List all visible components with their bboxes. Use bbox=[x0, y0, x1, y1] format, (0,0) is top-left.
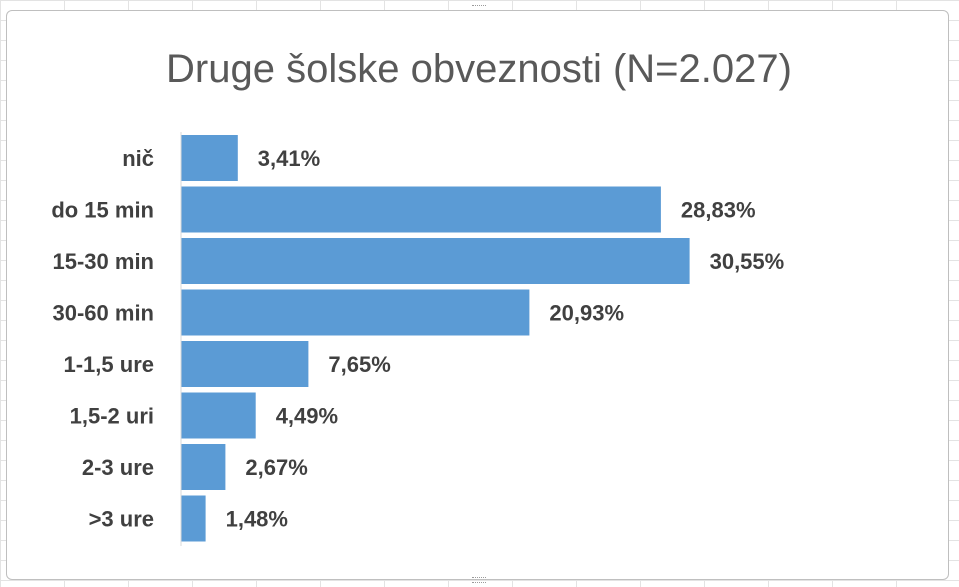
data-label-4: 20,93% bbox=[549, 301, 624, 326]
bar-5[interactable] bbox=[181, 341, 309, 387]
category-label-2: do 15 min bbox=[51, 198, 154, 223]
data-label-3: 30,55% bbox=[710, 249, 785, 274]
category-label-7: 2-3 ure bbox=[82, 455, 154, 480]
chart-resize-handle-bottom[interactable] bbox=[472, 577, 486, 583]
category-label-1: nič bbox=[122, 146, 154, 171]
category-label-4: 30-60 min bbox=[53, 301, 155, 326]
chart-title: Druge šolske obveznosti (N=2.027) bbox=[166, 47, 792, 91]
data-label-7: 2,67% bbox=[245, 455, 307, 480]
category-label-8: >3 ure bbox=[89, 507, 154, 532]
data-label-6: 4,49% bbox=[276, 404, 338, 429]
category-label-5: 1-1,5 ure bbox=[64, 352, 155, 377]
category-label-6: 1,5-2 uri bbox=[70, 404, 154, 429]
bar-1[interactable] bbox=[181, 135, 238, 181]
data-label-8: 1,48% bbox=[226, 507, 288, 532]
bars-group: nič 3,41% do 15 min 28,83% 15-30 min 30,55% 30… bbox=[51, 135, 784, 542]
bar-8[interactable] bbox=[181, 495, 206, 542]
bar-6[interactable] bbox=[181, 392, 256, 439]
data-label-2: 28,83% bbox=[681, 198, 756, 223]
data-label-5: 7,65% bbox=[328, 352, 390, 377]
bar-4[interactable] bbox=[181, 289, 530, 336]
category-label-3: 15-30 min bbox=[53, 249, 155, 274]
bar-2[interactable] bbox=[181, 186, 661, 233]
bar-3[interactable] bbox=[181, 238, 690, 284]
data-label-1: 3,41% bbox=[258, 146, 320, 171]
bar-7[interactable] bbox=[181, 444, 226, 490]
